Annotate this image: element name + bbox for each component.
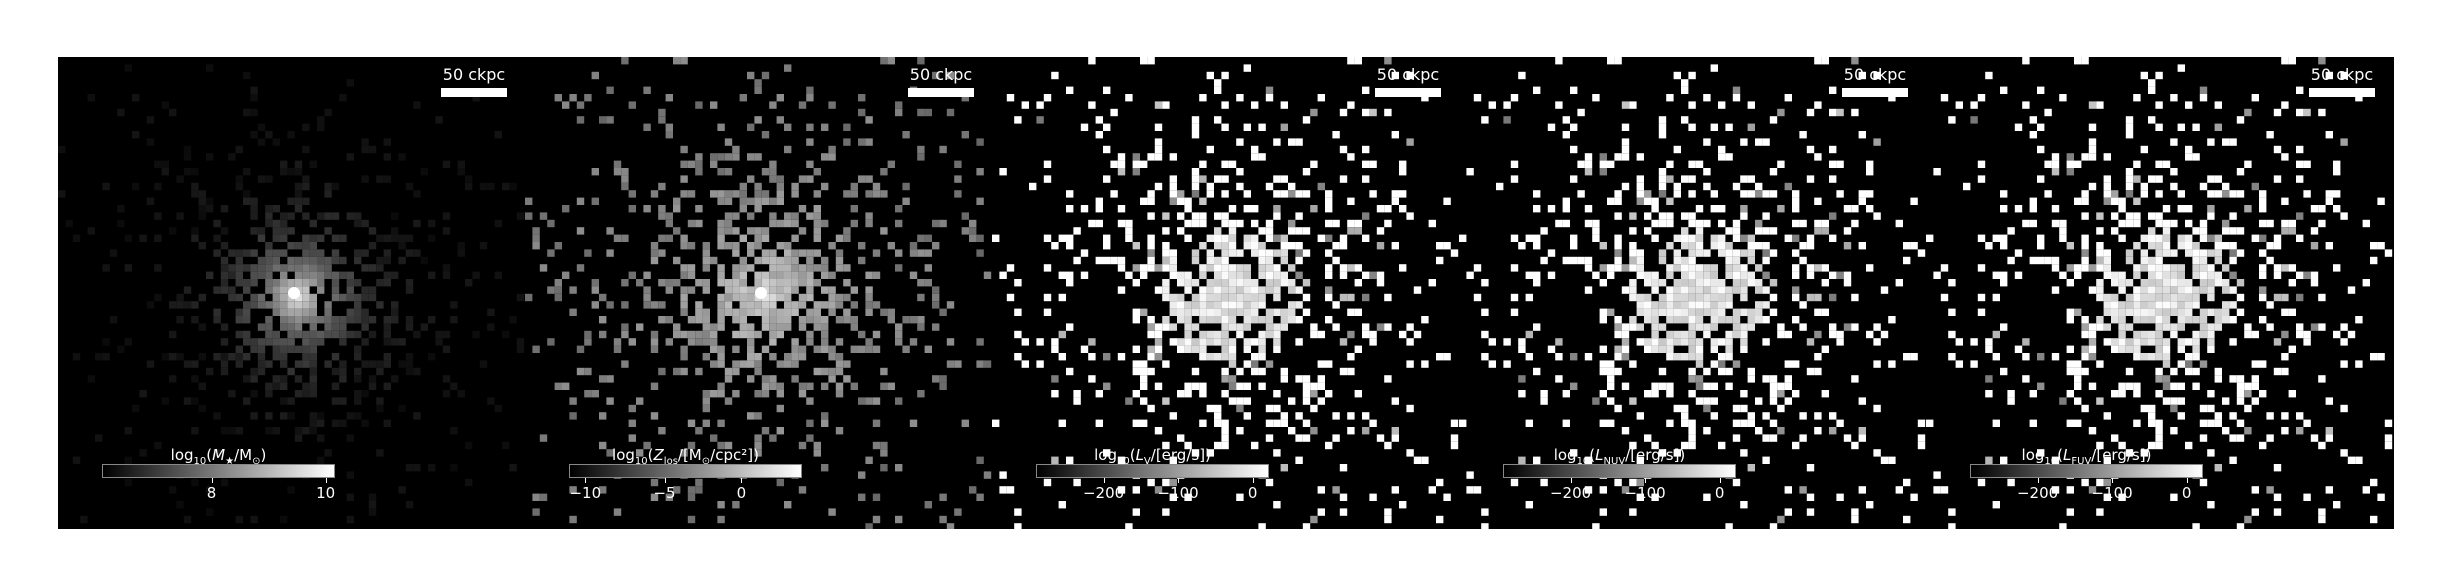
map-stellar-mass [58, 64, 525, 524]
map-luminosity-nuv [1459, 57, 1926, 529]
colorbar: log10(LFUV/[erg/s]) −200 −100 0 [1970, 446, 2203, 502]
colorbar: log10(LNUV/[erg/s]) −200 −100 0 [1503, 446, 1736, 502]
scale-bar-label: 50 ckpc [909, 65, 973, 84]
scale-bar-label: 50 ckpc [1376, 65, 1440, 84]
colorbar-tick [2186, 478, 2188, 483]
colorbar-tick-label: −100 [1624, 484, 1666, 502]
colorbar-tick [2112, 478, 2114, 483]
colorbar-tick-label: 0 [736, 484, 747, 502]
scale-bar: 50 ckpc [1842, 65, 1908, 97]
scale-bar-line [908, 88, 974, 97]
colorbar-tick-label: −200 [2016, 484, 2059, 502]
scale-bar-label: 50 ckpc [2310, 65, 2374, 84]
colorbar-tick [325, 478, 327, 483]
colorbar-tick [1178, 478, 1180, 483]
scale-bar: 50 ckpc [2309, 65, 2375, 97]
colorbar-label: log10(LV/[erg/s]) [1094, 446, 1211, 467]
colorbar-gradient [1036, 464, 1269, 478]
colorbar-tick [1645, 478, 1647, 483]
colorbar-label: log10(M★/M⊙) [170, 446, 267, 467]
colorbar-tick [1719, 478, 1721, 483]
scale-bar: 50 ckpc [441, 65, 507, 97]
scale-bar-line [1375, 88, 1441, 97]
colorbar: log10(M★/M⊙) 8 10 [102, 446, 336, 502]
colorbar-tick-label: −100 [2091, 484, 2133, 502]
colorbar-ticks: −10 −5 0 [569, 478, 802, 502]
colorbar-tick-label: −200 [1549, 484, 1592, 502]
colorbar-tick-label: 0 [2181, 484, 2192, 502]
colorbar-tick-label: 0 [1714, 484, 1725, 502]
galaxy-core [288, 287, 300, 299]
colorbar-tick [664, 478, 666, 483]
colorbar-tick [211, 478, 213, 483]
scale-bar-line [2309, 88, 2375, 97]
colorbar-tick-label: −200 [1082, 484, 1125, 502]
colorbar-tick [2037, 478, 2039, 483]
scale-bar: 50 ckpc [1375, 65, 1441, 97]
colorbar-label: log10(Zlos/[M⊙/cpc²]) [612, 446, 759, 467]
panel-luminosity-v: 50 ckpc log10(LV/[erg/s]) −200 −100 0 [992, 57, 1459, 529]
panel-luminosity-nuv: 50 ckpc log10(LNUV/[erg/s]) −200 −100 0 [1459, 57, 1926, 529]
colorbar: log10(LV/[erg/s]) −200 −100 0 [1036, 446, 1269, 502]
scale-bar-label: 50 ckpc [1843, 65, 1907, 84]
scale-bar-line [441, 88, 507, 97]
panel-stellar-mass: 50 ckpc log10(M★/M⊙) 8 10 [58, 57, 525, 529]
panel-metallicity: 50 ckpc log10(Zlos/[M⊙/cpc²]) −10 −5 0 [525, 57, 992, 529]
colorbar-ticks: −200 −100 0 [1970, 478, 2203, 502]
colorbar-tick [1570, 478, 1572, 483]
colorbar-ticks: 8 10 [102, 478, 336, 502]
colorbar-gradient [102, 464, 335, 478]
colorbar-tick-label: 0 [1247, 484, 1258, 502]
colorbar: log10(Zlos/[M⊙/cpc²]) −10 −5 0 [569, 446, 802, 502]
colorbar-tick [741, 478, 743, 483]
colorbar-gradient [1970, 464, 2203, 478]
scale-bar-label: 50 ckpc [442, 65, 506, 84]
colorbar-label: log10(LFUV/[erg/s]) [2021, 446, 2152, 467]
image-strip: 50 ckpc log10(M★/M⊙) 8 10 50 ckpc log10(Z… [58, 57, 2394, 529]
colorbar-tick-label: −100 [1157, 484, 1199, 502]
colorbar-tick-label: 8 [206, 484, 217, 502]
scale-bar-line [1842, 88, 1908, 97]
galaxy-core [755, 287, 767, 299]
colorbar-gradient [569, 464, 802, 478]
colorbar-label: log10(LNUV/[erg/s]) [1553, 446, 1686, 467]
colorbar-ticks: −200 −100 0 [1036, 478, 1269, 502]
scale-bar: 50 ckpc [908, 65, 974, 97]
colorbar-tick [1103, 478, 1105, 483]
colorbar-ticks: −200 −100 0 [1503, 478, 1736, 502]
colorbar-tick-label: −10 [569, 484, 602, 502]
map-metallicity [525, 57, 992, 529]
colorbar-tick [585, 478, 587, 483]
colorbar-tick-label: −5 [653, 484, 676, 502]
map-luminosity-v [992, 57, 1459, 529]
colorbar-tick-label: 10 [316, 484, 336, 502]
colorbar-gradient [1503, 464, 1736, 478]
panel-luminosity-fuv: 50 ckpc log10(LFUV/[erg/s]) −200 −100 0 [1926, 57, 2393, 529]
colorbar-tick [1252, 478, 1254, 483]
